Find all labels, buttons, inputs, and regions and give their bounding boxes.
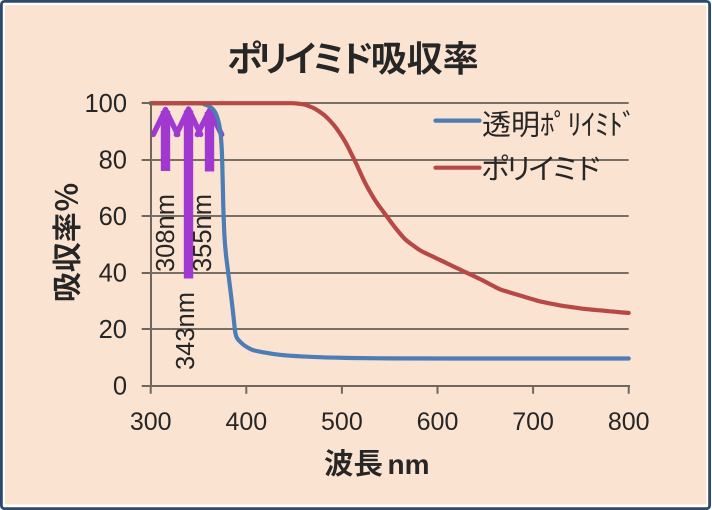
svg-text:20: 20 [99,316,127,344]
svg-text:343nm: 343nm [172,292,200,370]
svg-text:500: 500 [321,408,363,436]
svg-text:0: 0 [113,372,127,400]
svg-text:60: 60 [99,203,127,231]
svg-text:355nm: 355nm [189,194,217,272]
svg-text:400: 400 [225,408,267,436]
svg-text:700: 700 [512,408,554,436]
svg-text:308nm: 308nm [152,194,180,272]
svg-text:300: 300 [130,408,172,436]
svg-text:40: 40 [99,259,127,287]
svg-text:600: 600 [417,408,459,436]
svg-text:80: 80 [99,146,127,174]
svg-text:100: 100 [84,90,127,118]
svg-text:nm: nm [388,449,430,480]
svg-text:800: 800 [608,408,650,436]
